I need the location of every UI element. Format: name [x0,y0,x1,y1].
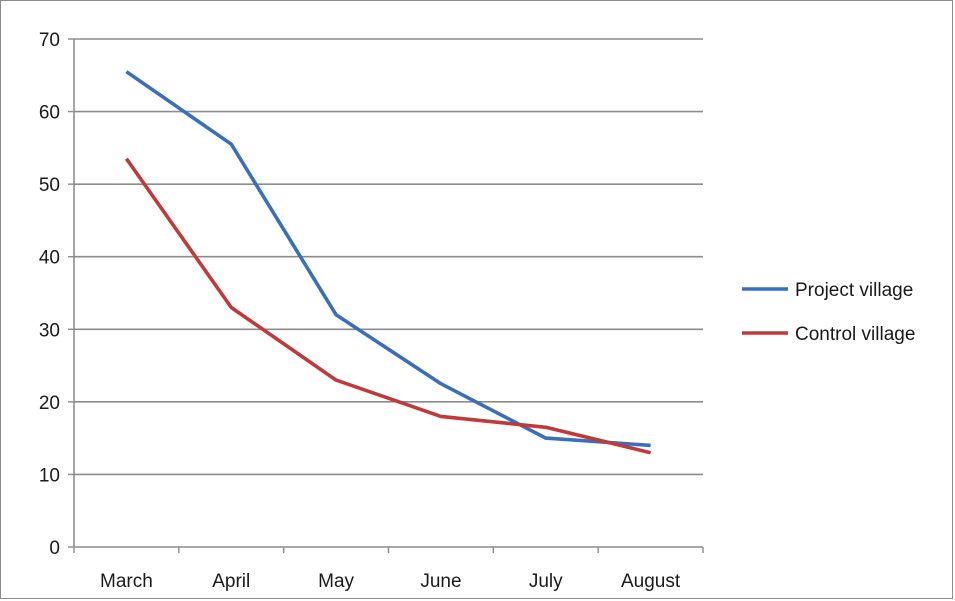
series-line-project-village [125,70,651,448]
axes [68,38,704,553]
y-tick-label: 0 [49,538,60,559]
y-tick-label: 20 [39,393,60,414]
y-tick-label: 40 [39,248,60,269]
x-tick-label: March [100,571,153,592]
legend-item: Project village [742,280,913,301]
series-line-control-village [124,157,652,455]
gridlines [74,38,703,476]
x-tick-label: August [621,571,681,592]
y-tick-labels: 0 10 20 30 40 50 60 70 [39,30,60,559]
x-tick-label: May [318,571,354,592]
y-tick-label: 60 [39,103,60,124]
x-tick-labels: March April May June July August [100,571,681,592]
legend-label: Control village [795,324,915,345]
y-tick-label: 70 [39,30,60,51]
x-tick-label: April [212,571,250,592]
legend-label: Project village [795,280,913,301]
x-tick-label: July [529,571,563,592]
series-lines [124,70,652,455]
y-tick-label: 30 [39,320,60,341]
y-tick-label: 50 [39,175,60,196]
legend-item: Control village [742,324,915,345]
x-tick-label: June [420,571,461,592]
legend: Project village Control village [742,280,915,345]
y-tick-label: 10 [39,465,60,486]
